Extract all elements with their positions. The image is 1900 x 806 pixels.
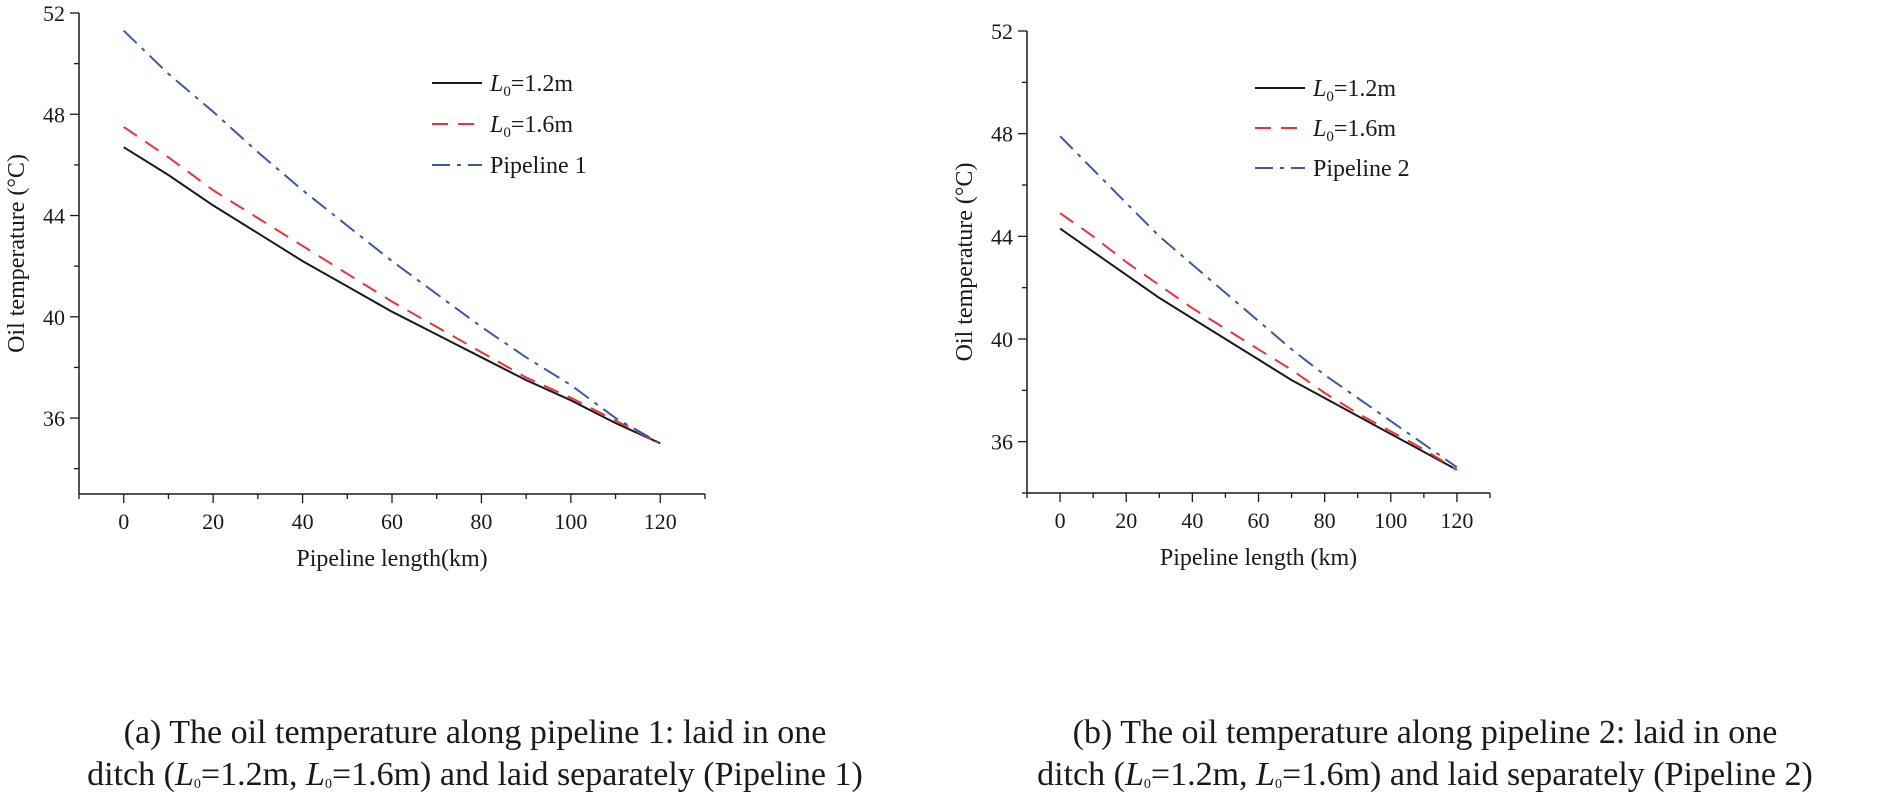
x-tick-label-a: 20 [202,509,224,534]
y-tick-label-b: 36 [991,430,1013,455]
legend-label-b-2: Pipeline 2 [1313,156,1410,182]
y-tick-label-a: 44 [43,204,65,229]
chart-panel-b: 36 40 44 48 52 0 20 40 60 80 100 120 Pipeline length… [950,0,1900,806]
caption-a-line2: ditch (L0=1.2m, L0=1.6m) and laid separa… [87,756,863,793]
caption-a-line1: (a) The oil temperature along pipeline 1… [123,714,827,751]
caption-a: (a) The oil temperature along pipeline 1… [0,712,950,806]
legend-label-a-1: L0=1.6m [489,112,573,141]
y-axis-label-b: Oil temperature (°C) [952,163,978,362]
y-tick-label-a: 52 [43,1,65,26]
legend-label-a-0: L0=1.2m [489,71,573,100]
y-tick-label-b: 52 [991,19,1013,44]
x-tick-label-a: 80 [470,509,492,534]
x-tick-label-b: 40 [1181,508,1203,533]
chart-panel-a: 36 40 44 48 52 0 20 40 60 80 100 120 Pipeline length… [0,1,950,806]
line-chart-a: 36 40 44 48 52 0 20 40 60 80 100 120 Pipeline length… [4,1,706,572]
x-tick-label-b: 100 [1374,508,1407,533]
x-tick-label-b: 120 [1440,508,1473,533]
x-axis-label-b: Pipeline length (km) [1160,545,1357,571]
y-tick-label-a: 40 [43,305,65,330]
legend-a: L0=1.2m L0=1.6m Pipeline 1 [432,71,587,179]
y-tick-label-a: 36 [43,406,65,431]
series-line-b-1 [1059,212,1458,471]
series-line-b-2 [1059,135,1458,469]
legend-label-b-0: L0=1.2m [1312,76,1396,105]
x-tick-label-b: 20 [1115,508,1137,533]
y-tick-label-b: 40 [991,327,1013,352]
x-tick-label-a: 40 [292,509,314,534]
series-line-a-0 [123,146,661,445]
x-tick-label-a: 60 [381,509,403,534]
series-line-a-1 [123,126,661,445]
x-tick-label-a: 120 [644,509,677,534]
series-line-b-0 [1059,227,1458,471]
caption-b-line1: (b) The oil temperature along pipeline 2… [1072,714,1778,751]
caption-b: (b) The oil temperature along pipeline 2… [950,712,1900,806]
x-tick-label-b: 0 [1055,508,1066,533]
series-line-a-2 [123,29,661,445]
line-chart-b: 36 40 44 48 52 0 20 40 60 80 100 120 Pipeline length… [952,19,1491,571]
x-tick-label-b: 60 [1248,508,1270,533]
y-tick-label-b: 44 [991,224,1013,249]
legend-b: L0=1.2m L0=1.6m Pipeline 2 [1255,76,1410,182]
y-axis-label-a: Oil temperature (°C) [4,154,30,353]
x-tick-label-b: 80 [1314,508,1336,533]
legend-label-b-1: L0=1.6m [1312,116,1396,145]
y-tick-label-a: 48 [43,102,65,127]
x-tick-label-a: 100 [554,509,587,534]
x-tick-label-a: 0 [118,509,129,534]
y-tick-label-b: 48 [991,122,1013,147]
x-axis-label-a: Pipeline length(km) [296,546,487,572]
caption-b-line2: ditch (L0=1.2m, L0=1.6m) and laid separa… [1037,756,1813,793]
legend-label-a-2: Pipeline 1 [490,153,587,179]
